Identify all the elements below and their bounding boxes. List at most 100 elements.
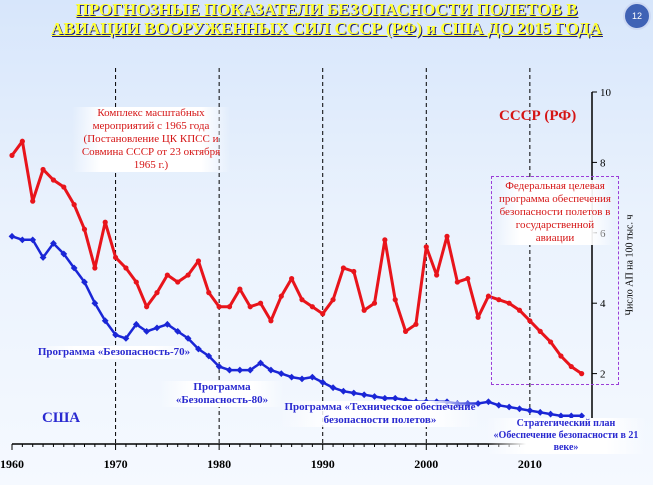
usa-data-point [195, 345, 202, 353]
usa-data-point [567, 412, 575, 420]
ussr-data-point [81, 226, 88, 232]
usa-data-point [101, 317, 109, 325]
ussr-series-line [10, 139, 583, 375]
ussr-data-point [485, 293, 492, 299]
usa-data-point [319, 379, 327, 386]
program-70-annotation: Программа «Безопасность-70» [34, 346, 194, 359]
ussr-data-point [164, 272, 170, 278]
title-line-2: АВИАЦИИ ВООРУЖЕННЫХ СИЛ СССР (РФ) и США … [51, 19, 602, 38]
usa-data-point [18, 236, 26, 244]
usa-data-point [184, 335, 192, 342]
ussr-data-point [102, 219, 108, 225]
usa-data-point [298, 375, 306, 383]
ussr-data-point [50, 177, 57, 183]
ussr-data-point [506, 300, 512, 306]
ussr-data-point [434, 272, 440, 278]
ussr-data-point [537, 328, 543, 334]
ussr-data-point [154, 290, 160, 296]
ussr-data-point [185, 272, 191, 278]
usa-data-point [60, 250, 68, 258]
ussr-data-point [216, 304, 222, 310]
usa-data-point [163, 320, 171, 328]
usa-data-point [153, 324, 161, 332]
ussr-data-point [465, 275, 471, 282]
ussr-data-point [320, 311, 326, 317]
ussr-data-point [278, 293, 284, 299]
x-tick-label: 2000 [414, 457, 438, 471]
usa-data-point [132, 320, 140, 328]
ussr-data-point [112, 254, 119, 261]
ussr-series-label: СССР (РФ) [499, 108, 577, 124]
ussr-data-point [247, 304, 253, 310]
ussr-data-point [144, 304, 150, 310]
ussr-data-point [257, 300, 264, 306]
usa-series-label: США [42, 410, 81, 426]
ussr-data-point [371, 300, 378, 306]
ussr-data-point [237, 286, 243, 292]
ussr-data-point [382, 237, 388, 243]
x-tick-label: 2010 [518, 457, 542, 471]
program-tech-annotation: Программа «Техническое обеспечение безоп… [280, 401, 480, 427]
usa-data-point [360, 391, 368, 399]
ussr-data-point [268, 318, 274, 324]
ussr-data-point [71, 202, 77, 208]
usa-data-point [288, 373, 296, 381]
ussr-data-point [30, 198, 36, 204]
ussr-data-point [579, 371, 585, 377]
ussr-data-point [206, 290, 212, 296]
usa-data-point [516, 405, 523, 413]
ussr-data-point [133, 279, 139, 285]
ussr-data-point [516, 307, 523, 313]
ussr-data-point [527, 318, 533, 324]
usa-data-point [536, 408, 544, 416]
slide-number-badge: 12 [623, 2, 651, 30]
slide-title: ПРОГНОЗНЫЕ ПОКАЗАТЕЛИ БЕЗОПАСНОСТИ ПОЛЕТ… [0, 0, 653, 38]
ussr-data-point [226, 304, 233, 310]
ussr-data-point [309, 304, 315, 310]
program-80-annotation: Программа «Безопасность-80» [160, 381, 284, 407]
usa-data-point [277, 370, 285, 377]
usa-data-point [122, 335, 130, 342]
strategic-plan-annotation: Стратегический план «Обеспечение безопас… [486, 418, 646, 454]
usa-data-point [485, 398, 492, 406]
ussr-data-point [444, 233, 450, 239]
usa-data-point [526, 407, 534, 414]
usa-data-point [340, 387, 347, 395]
y-tick-label: 4 [600, 298, 606, 310]
ussr-data-point [496, 297, 502, 303]
usa-data-point [246, 366, 254, 374]
usa-data-point [495, 401, 503, 409]
ussr-data-point [402, 328, 409, 334]
usa-data-point [112, 331, 119, 339]
usa-data-point [381, 394, 389, 402]
ussr-data-point [454, 279, 460, 285]
ussr-data-point [568, 363, 574, 370]
ussr-data-point [330, 297, 336, 303]
ussr-data-point [299, 297, 305, 303]
ussr-data-point [361, 307, 367, 313]
ussr-data-point [19, 138, 25, 144]
usa-data-point [226, 366, 233, 374]
usa-data-point [81, 278, 88, 286]
ussr-data-point [195, 258, 202, 264]
usa-data-point [505, 403, 513, 411]
ussr-data-point [558, 353, 564, 359]
usa-data-point [371, 393, 378, 400]
ussr-data-point [413, 321, 419, 327]
usa-data-point [143, 327, 151, 335]
ussr-data-point [340, 265, 347, 271]
ussr-data-point [9, 152, 15, 158]
usa-data-point [8, 232, 16, 240]
y-axis-title: Число АП на 100 тыс. ч [624, 214, 636, 316]
usa-data-point [350, 389, 358, 397]
title-line-1: ПРОГНОЗНЫЕ ПОКАЗАТЕЛИ БЕЗОПАСНОСТИ ПОЛЕТ… [75, 0, 578, 19]
usa-data-point [215, 363, 223, 370]
ussr-data-point [92, 265, 98, 271]
usa-data-point [174, 327, 182, 335]
ussr-data-point [123, 265, 129, 271]
ussr-data-point [175, 279, 181, 285]
federal-program-box [491, 176, 619, 385]
complex-measures-annotation: Комплекс масштабных мероприятий с 1965 г… [72, 107, 230, 172]
usa-data-point [391, 394, 399, 402]
x-tick-label: 1970 [104, 457, 128, 471]
